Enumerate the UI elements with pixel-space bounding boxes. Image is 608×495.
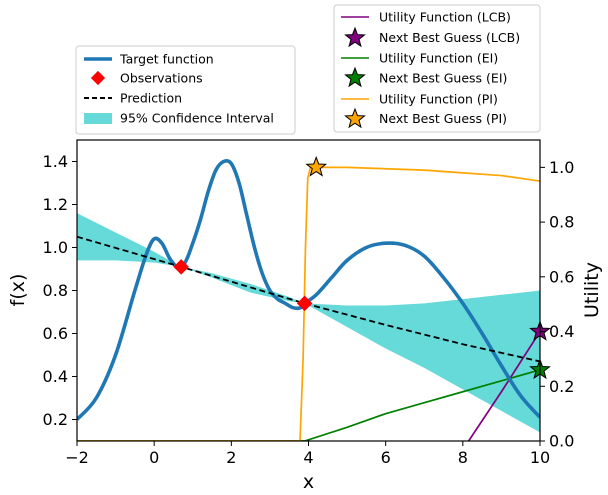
x-tick-label: 10 <box>530 448 550 467</box>
y-left-tick-label: 0.8 <box>43 281 68 300</box>
legend-pi-utility-label: Utility Function (PI) <box>379 92 498 107</box>
target-function-line <box>77 158 540 421</box>
x-tick-label: 2 <box>226 448 236 467</box>
observation-marker <box>173 259 189 275</box>
legend-confidence-swatch <box>84 113 112 124</box>
legend-right: Utility Function (LCB) Next Best Guess (… <box>333 4 541 133</box>
legend-pi-guess-label: Next Best Guess (PI) <box>379 111 507 126</box>
observation-marker <box>296 295 313 312</box>
y-left-tick-label: 1.0 <box>43 238 68 257</box>
legend-right-frame <box>333 4 541 133</box>
y-left-tick-label: 0.2 <box>43 410 68 429</box>
legend-confidence-label: 95% Confidence Interval <box>120 111 274 126</box>
x-tick-label: 0 <box>149 448 159 467</box>
x-axis-label: x <box>303 471 314 493</box>
legend-left: Target function Observations Prediction … <box>75 45 296 135</box>
legend-target-label: Target function <box>119 52 214 67</box>
legend-ei-guess-label: Next Best Guess (EI) <box>379 71 507 86</box>
y-axis-label-left: f(x) <box>7 274 29 307</box>
y-left-tick-label: 1.2 <box>43 195 68 214</box>
lcb-utility-line <box>467 331 540 441</box>
legend-lcb-utility-label: Utility Function (LCB) <box>379 10 511 25</box>
legend-prediction-label: Prediction <box>120 91 182 106</box>
y-right-tick-label: 0.2 <box>549 377 574 396</box>
legend-observations-label: Observations <box>120 71 203 86</box>
y-right-tick-label: 1.0 <box>549 158 574 177</box>
legend-left-frame <box>75 45 296 135</box>
y-right-tick-label: 0.8 <box>549 213 574 232</box>
legend-lcb-star-icon <box>344 26 366 48</box>
y-right-tick-label: 0.0 <box>549 432 574 451</box>
legend-ei-star-icon <box>344 66 366 88</box>
y-left-tick-label: 0.4 <box>43 367 68 386</box>
x-tick-label: 4 <box>303 448 313 467</box>
y-right-tick-label: 0.4 <box>549 322 574 341</box>
pi-utility-line <box>77 166 540 441</box>
prediction-line <box>77 235 540 363</box>
x-tick-label: −2 <box>65 448 89 467</box>
y-axis-label-right: Utility <box>581 262 603 318</box>
y-left-tick-label: 1.4 <box>43 152 68 171</box>
pi-next-guess-star <box>305 155 328 177</box>
ei-utility-line <box>77 369 540 441</box>
legend-lcb-guess-label: Next Best Guess (LCB) <box>379 30 520 45</box>
x-tick-label: 6 <box>381 448 391 467</box>
y-right-tick-label: 0.6 <box>549 267 574 286</box>
confidence-interval-band <box>77 213 540 433</box>
plot-frame <box>76 139 541 442</box>
legend-ei-utility-label: Utility Function (EI) <box>379 51 498 66</box>
y-left-tick-label: 0.6 <box>43 324 68 343</box>
legend-pi-star-icon <box>344 107 366 129</box>
x-tick-label: 8 <box>458 448 468 467</box>
